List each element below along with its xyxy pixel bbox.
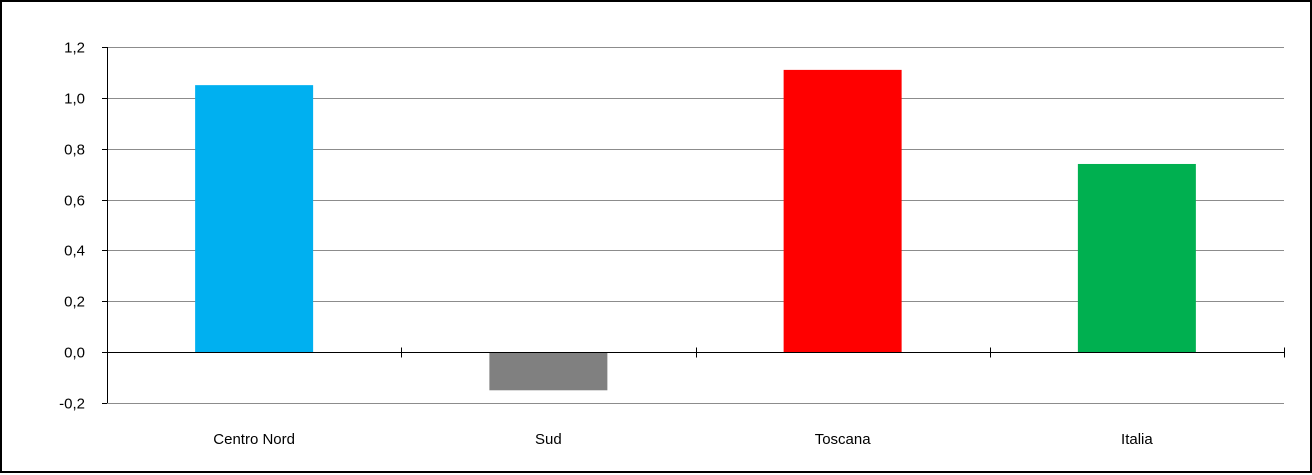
y-tick-label: 0,4 (64, 243, 85, 260)
y-tick-label: -0,2 (59, 396, 85, 413)
bar-italia (1077, 163, 1196, 353)
y-tick-label: 1,2 (64, 40, 85, 57)
category-label: Toscana (815, 431, 872, 448)
y-tick-label: 0,6 (64, 193, 85, 210)
x-axis (107, 47, 1285, 403)
category-label: Italia (1121, 431, 1153, 448)
category-label: Sud (535, 431, 562, 448)
y-tick-label: 1,0 (64, 91, 85, 108)
bar-toscana (783, 69, 902, 353)
category-label: Centro Nord (213, 431, 295, 448)
bars (195, 69, 1196, 391)
y-tick-labels: 1,2 1,0 0,8 0,6 0,4 0,2 0,0 -0,2 (59, 40, 107, 413)
bar-sud (489, 352, 608, 391)
y-tick-label: 0,0 (64, 345, 85, 362)
y-tick-label: 0,2 (64, 294, 85, 311)
category-labels: Centro Nord Sud Toscana Italia (213, 431, 1153, 448)
bar-centro-nord (195, 85, 314, 353)
y-tick-label: 0,8 (64, 142, 85, 159)
